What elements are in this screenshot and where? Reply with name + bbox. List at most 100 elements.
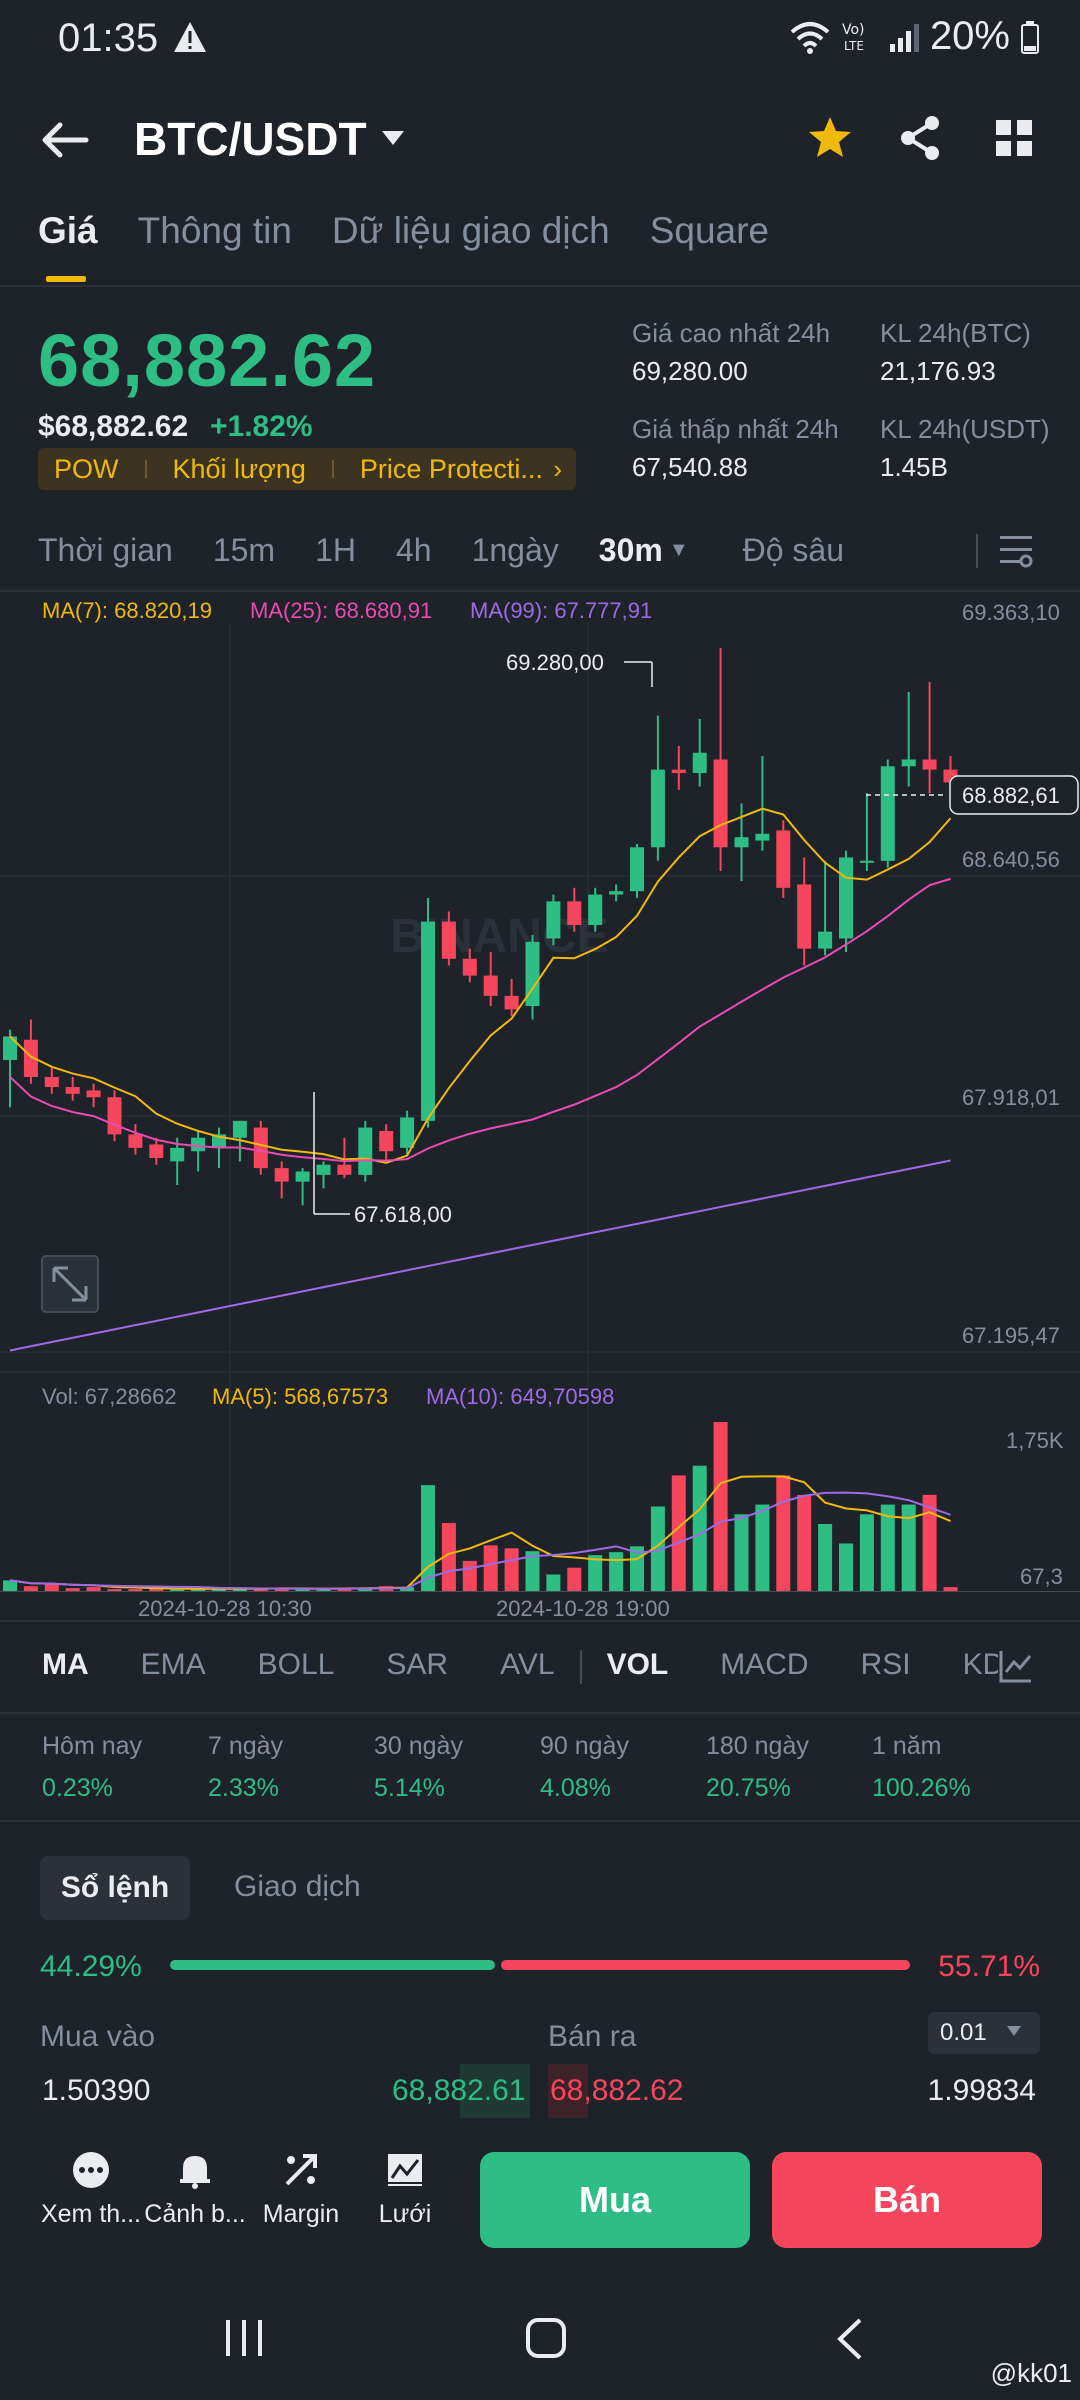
chart-canvas[interactable]: BINANCE 69.280,00 67.618,00 69.363,10 68… [0, 592, 1080, 1592]
indicator-vol[interactable]: VOL [606, 1648, 669, 1681]
indicator-macd[interactable]: MACD [720, 1648, 809, 1681]
divider [0, 590, 1080, 592]
tag-strip[interactable]: POW Khối lượng Price Protecti... › [38, 448, 576, 490]
indicator-kd[interactable]: KD [962, 1648, 1005, 1681]
battery-icon [1021, 20, 1039, 54]
volume-bar [149, 1588, 164, 1592]
sell-button[interactable]: Bán [772, 2152, 1042, 2248]
indicator-boll[interactable]: BOLL [257, 1648, 335, 1681]
indicator-rsi[interactable]: RSI [860, 1648, 911, 1681]
indicator-settings-icon[interactable] [998, 1648, 1034, 1684]
candle-body [692, 752, 707, 774]
grid-trading-label: Lưới [378, 2200, 432, 2228]
tab-orderbook[interactable]: Sổ lệnh [40, 1856, 190, 1920]
tf-15m[interactable]: 15m [212, 532, 276, 568]
tab-square[interactable]: Square [649, 210, 769, 251]
candlestick-chart[interactable]: MA(7): 68.820,19 MA(25): 68.680,91 MA(99… [0, 592, 1080, 1621]
candle-body [922, 759, 937, 770]
alert-button[interactable]: Cảnh b... [140, 2150, 250, 2229]
volume-axis-label: 1,75K [1006, 1428, 1064, 1453]
tag-price-protection[interactable]: Price Protecti... [359, 453, 543, 484]
candle-body [86, 1090, 101, 1098]
bid-price[interactable]: 68,882.61 [392, 2074, 526, 2107]
tf-1h[interactable]: 1H [315, 532, 356, 568]
margin-button[interactable]: Margin [246, 2150, 356, 2229]
chevron-down-icon[interactable] [380, 128, 406, 148]
tab-trading-data[interactable]: Dữ liệu giao dịch [331, 210, 610, 251]
grid-trading-button[interactable]: Lưới [350, 2150, 460, 2229]
tf-time[interactable]: Thời gian [38, 532, 173, 568]
indicator-tabs: MA EMA BOLL SAR AVL VOL MACD RSI KD [42, 1648, 1056, 1682]
more-button[interactable]: Xem th... [36, 2150, 146, 2229]
nav-back-icon[interactable] [834, 2316, 864, 2362]
chart-settings-icon[interactable] [998, 532, 1034, 568]
divider [976, 534, 978, 568]
fullscreen-icon [41, 1255, 99, 1313]
time-axis-label: 2024-10-28 19:00 [496, 1596, 670, 1621]
chevron-right-icon[interactable]: › [553, 454, 562, 484]
indicator-sar[interactable]: SAR [386, 1648, 449, 1681]
volume-bar [23, 1586, 38, 1592]
chevron-down-icon [1007, 2026, 1021, 2036]
volume-bar [191, 1588, 206, 1592]
divider [0, 285, 1080, 287]
tf-4h[interactable]: 4h [395, 532, 432, 568]
back-arrow-icon[interactable] [40, 120, 90, 160]
grid [0, 622, 1080, 1592]
tab-price[interactable]: Giá [38, 210, 98, 282]
grid-icon[interactable] [994, 118, 1034, 158]
volume-bar [462, 1560, 477, 1592]
star-icon[interactable] [806, 114, 854, 162]
price-change: +1.82% [210, 410, 313, 443]
precision-value: 0.01 [940, 2019, 987, 2046]
tf-30m[interactable]: 30m [598, 532, 663, 568]
pair-title[interactable]: BTC/USDT [134, 113, 367, 165]
precision-select[interactable]: 0.01 [928, 2012, 1040, 2054]
ask-quantity[interactable]: 1.99834 [927, 2074, 1036, 2107]
candle-body [797, 884, 812, 949]
moving-averages [9, 807, 952, 1352]
recent-apps-icon[interactable] [222, 2318, 266, 2358]
candle-body [483, 975, 498, 996]
signal-icon [889, 23, 919, 52]
tab-trades[interactable]: Giao dịch [234, 1870, 361, 1903]
tag-volume[interactable]: Khối lượng [172, 453, 306, 484]
low-24h-value: 67,540.88 [632, 452, 748, 482]
grid-bot-icon [388, 2154, 422, 2186]
volume-ma-lines [9, 1475, 951, 1590]
indicator-ema[interactable]: EMA [140, 1648, 206, 1681]
volume-bar [86, 1587, 101, 1592]
volume-bar [128, 1589, 143, 1592]
last-price: 68,882.62 [38, 319, 377, 402]
indicator-ma[interactable]: MA [42, 1648, 89, 1681]
volume-bar [588, 1555, 603, 1592]
share-icon[interactable] [896, 114, 944, 162]
candle-body [232, 1120, 247, 1138]
candle-body [630, 847, 644, 892]
perf-label: 180 ngày [706, 1732, 809, 1760]
volume-bar [295, 1589, 310, 1592]
divider [0, 1712, 1080, 1714]
candle-body [650, 769, 665, 848]
candle-body [713, 759, 728, 848]
candle-body [839, 857, 853, 939]
tf-depth[interactable]: Độ sâu [742, 532, 844, 568]
candle-body [776, 830, 791, 888]
buy-percentage: 44.29% [40, 1950, 142, 1983]
buy-button[interactable]: Mua [480, 2152, 750, 2248]
volume-bar [922, 1494, 937, 1592]
last-price-tag [949, 775, 1079, 815]
bid-quantity[interactable]: 1.50390 [42, 2074, 151, 2107]
chevron-down-icon[interactable]: ▼ [668, 539, 689, 561]
home-icon[interactable] [524, 2316, 568, 2360]
candle-body [65, 1087, 80, 1094]
tab-info[interactable]: Thông tin [137, 210, 292, 251]
low-annotation: 67.618,00 [354, 1202, 452, 1227]
tf-1d[interactable]: 1ngày [471, 532, 559, 568]
tag-pow[interactable]: POW [54, 453, 119, 484]
ask-price[interactable]: 68,882.62 [550, 2074, 684, 2107]
candles [3, 648, 958, 1206]
volume-axis-label: 67,3 [1020, 1564, 1063, 1589]
indicator-avl[interactable]: AVL [500, 1648, 555, 1681]
price-usd: $68,882.62 [38, 410, 189, 443]
